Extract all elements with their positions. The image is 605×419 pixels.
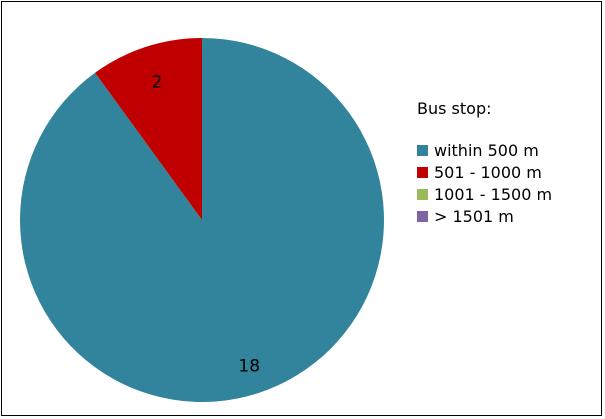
- legend: Bus stop: within 500 m 501 - 1000 m 1001…: [417, 99, 597, 227]
- legend-item-within-500: within 500 m: [417, 139, 597, 161]
- legend-item-over-1501: > 1501 m: [417, 205, 597, 227]
- legend-swatch: [417, 144, 428, 156]
- pie-slice-0: [19, 38, 384, 403]
- legend-label: within 500 m: [434, 140, 539, 160]
- legend-title: Bus stop:: [417, 99, 492, 118]
- data-label-1: 2: [152, 73, 163, 93]
- pie-slice-1: [95, 38, 202, 220]
- legend-label: 501 - 1000 m: [434, 162, 542, 182]
- legend-item-1001-1500: 1001 - 1500 m: [417, 183, 597, 205]
- legend-swatch: [417, 210, 428, 222]
- legend-swatch: [417, 188, 428, 200]
- data-label-0: 18: [238, 356, 260, 376]
- legend-label: 1001 - 1500 m: [434, 184, 553, 204]
- legend-item-501-1000: 501 - 1000 m: [417, 161, 597, 183]
- legend-label: > 1501 m: [434, 206, 514, 226]
- legend-swatch: [417, 166, 428, 178]
